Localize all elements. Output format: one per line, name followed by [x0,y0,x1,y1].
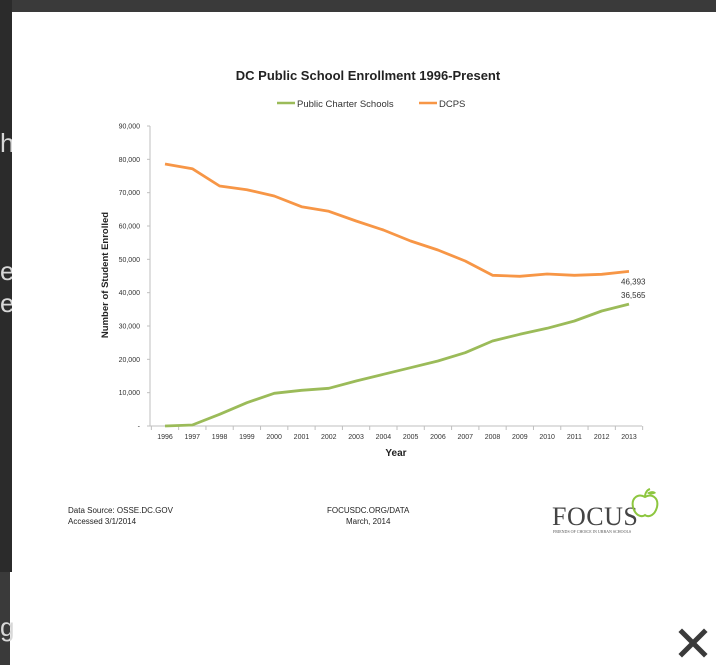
lightbox-lower-area [0,572,716,665]
focus-logo-word: FOCUS [552,502,639,531]
y-tick-label: 90,000 [119,124,141,131]
x-tick-label: 2012 [594,434,610,441]
y-tick-label: 60,000 [119,224,141,231]
backdrop-glyph-mid1: e [0,256,15,286]
apple-icon [631,488,659,518]
x-tick-label: 2005 [403,434,419,441]
y-ticks: - 10,000 20,000 30,000 40,000 50,000 60,000 70,… [119,124,150,431]
y-tick-label: 20,000 [119,357,141,364]
focus-data-date: March, 2014 [345,517,391,526]
x-tick-label: 2009 [512,434,528,441]
y-tick-label: 30,000 [119,324,141,331]
data-source-line: Data Source: OSSE.DC.GOV [68,506,173,515]
backdrop-glyph-top: h [0,128,15,158]
x-tick-label: 2011 [567,434,582,441]
x-tick-label: 2006 [430,434,446,441]
data-source-block: Data Source: OSSE.DC.GOV Accessed 3/1/20… [68,505,173,527]
backdrop-left-strip [0,0,12,665]
series-line-dcps [164,162,630,278]
x-tick-label: 2008 [485,434,501,441]
end-label-charter: 36,565 [621,291,646,300]
x-tick-label: 1998 [212,434,228,441]
y-tick-label: 50,000 [119,257,141,264]
x-tick-label: 1999 [239,434,255,441]
accessed-date-line: Accessed 3/1/2014 [68,517,137,526]
y-tick-label: 80,000 [119,157,141,164]
legend-label-dcps: DCPS [439,99,465,110]
x-ticks: 1996 1997 1998 1999 2000 2001 2002 2003 2004 2005… [150,426,644,441]
chart-title: DC Public School Enrollment 1996-Present [236,68,501,83]
y-tick-label: 10,000 [119,390,141,397]
y-tick-label: 40,000 [119,290,141,297]
enrollment-chart: DC Public School Enrollment 1996-Present… [100,68,646,459]
x-tick-label: 1996 [157,434,173,441]
close-icon [678,628,708,658]
series-line-charter [164,302,630,428]
y-axis-label: Number of Student Enrolled [100,212,111,338]
focus-data-url: FOCUSDC.ORG/DATA [327,506,410,515]
x-tick-label: 1997 [185,434,201,441]
x-tick-label: 2007 [457,434,473,441]
backdrop-glyph-mid2: e [0,288,15,318]
x-tick-label: 2001 [294,434,310,441]
series-lines [164,162,630,428]
y-tick-label: 70,000 [119,190,141,197]
x-tick-label: 2013 [621,434,637,441]
x-tick-label: 2000 [266,434,282,441]
x-tick-label: 2002 [321,434,337,441]
x-tick-label: 2003 [348,434,364,441]
image-panel [12,12,712,572]
end-labels: 36,565 46,393 [621,277,646,300]
close-button[interactable] [676,626,710,660]
y-tick-label: - [138,424,141,431]
legend-label-charter: Public Charter Schools [297,99,394,110]
x-axis-label: Year [385,448,406,459]
focus-data-block: FOCUSDC.ORG/DATA March, 2014 [327,505,409,527]
focus-logo-tagline: FRIENDS OF CHOICE IN URBAN SCHOOLS [553,529,632,534]
end-label-dcps: 46,393 [621,277,646,286]
x-tick-label: 2004 [376,434,392,441]
x-tick-label: 2010 [539,434,555,441]
legend: Public Charter Schools DCPS [277,99,465,110]
focus-logo: FOCUS FRIENDS OF CHOICE IN URBAN SCHOOLS [552,488,667,538]
backdrop-lower-left [0,572,10,665]
backdrop-glyph-bottom-overlay: g [0,612,15,642]
